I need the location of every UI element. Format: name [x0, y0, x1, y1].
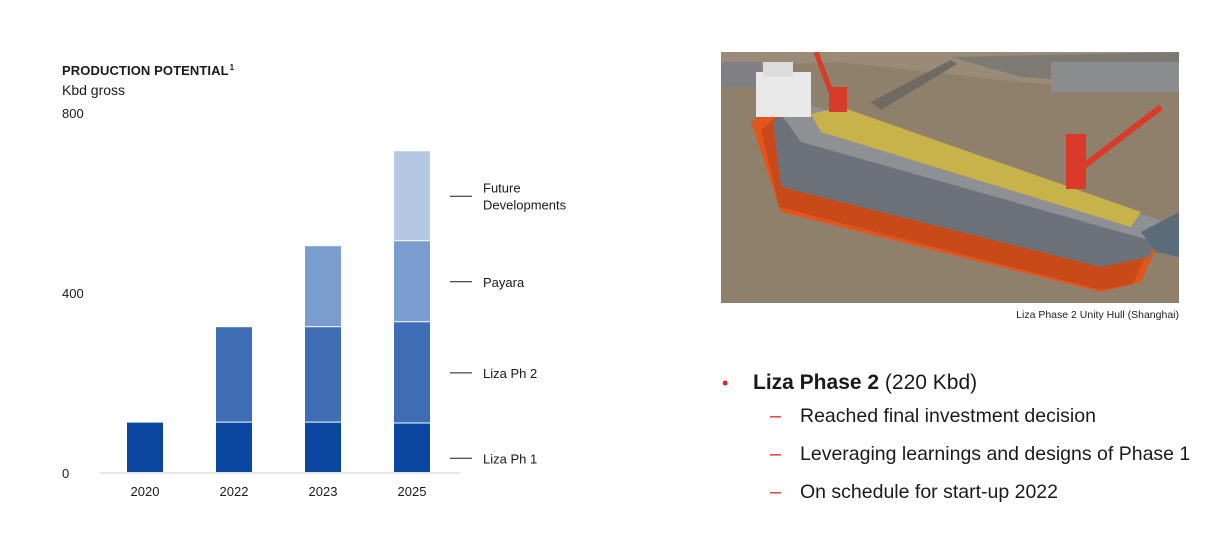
- legend-label: Future: [483, 180, 521, 195]
- photo-caption: Liza Phase 2 Unity Hull (Shanghai): [1016, 309, 1179, 321]
- bullet-list: • Liza Phase 2 (220 Kbd) – Reached final…: [722, 371, 1222, 519]
- y-tick-label: 0: [62, 466, 69, 481]
- dash-icon: –: [770, 481, 781, 503]
- x-tick-label: 2022: [220, 484, 249, 499]
- bar-liza-ph-2: [216, 327, 252, 422]
- legend-label: Liza Ph 2: [483, 366, 537, 381]
- ship-photo: [721, 52, 1179, 303]
- sub-bullet: – On schedule for start-up 2022: [770, 481, 1222, 519]
- sub-bullet-list: – Reached final investment decision – Le…: [770, 405, 1222, 519]
- sub-bullet-text: Leveraging learnings and designs of Phas…: [800, 443, 1191, 465]
- bar-liza-ph-1: [127, 422, 163, 472]
- legend-label: Liza Ph 1: [483, 451, 537, 466]
- dash-icon: –: [770, 443, 781, 465]
- bar-liza-ph-1: [394, 423, 430, 472]
- bar-liza-ph-1: [216, 422, 252, 472]
- y-axis-units: Kbd gross: [62, 82, 126, 98]
- sub-bullet: – Reached final investment decision: [770, 405, 1222, 443]
- sub-bullet: – Leveraging learnings and designs of Ph…: [770, 443, 1222, 481]
- legend-label: Payara: [483, 275, 525, 290]
- y-tick-label: 400: [62, 286, 84, 301]
- main-bullet-text: Liza Phase 2 (220 Kbd): [753, 371, 978, 394]
- bar-future-developments: [394, 151, 430, 241]
- bar-liza-ph-2: [394, 322, 430, 423]
- x-tick-label: 2025: [398, 484, 427, 499]
- sub-bullet-text: Reached final investment decision: [800, 405, 1096, 427]
- bar-liza-ph-2: [305, 327, 341, 422]
- chart-title: PRODUCTION POTENTIAL1: [62, 63, 235, 78]
- bar-payara: [394, 241, 430, 322]
- dash-icon: –: [770, 405, 781, 427]
- sub-bullet-text: On schedule for start-up 2022: [800, 481, 1058, 503]
- main-bullet: • Liza Phase 2 (220 Kbd): [722, 371, 1222, 395]
- bullet-dot-icon: •: [722, 373, 729, 393]
- y-tick-label: 800: [62, 106, 84, 121]
- production-chart: 0 400 800 2020 2022 2023 2025 Liza Ph 1 Liza Ph …: [62, 106, 567, 499]
- footnote-marker: 1: [229, 63, 235, 72]
- x-tick-label: 2023: [309, 484, 338, 499]
- bar-liza-ph-1: [305, 422, 341, 472]
- x-tick-label: 2020: [131, 484, 160, 499]
- legend-label: Developments: [483, 197, 567, 212]
- bar-payara: [305, 246, 341, 327]
